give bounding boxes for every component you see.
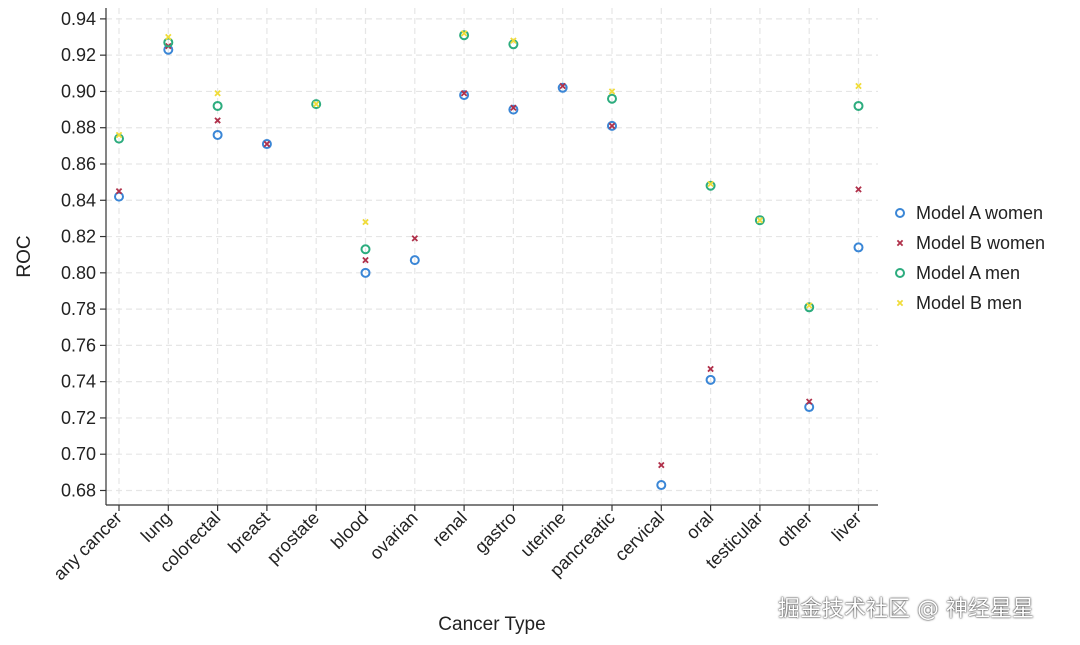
point-model-b-men	[707, 180, 714, 188]
y-tick-label: 0.82	[61, 227, 96, 247]
watermark: 掘金技术社区 @ 神经星星	[778, 597, 1034, 622]
legend-marker-model-b-men	[896, 299, 904, 307]
point-model-a-men	[705, 180, 716, 191]
y-tick-label: 0.84	[61, 190, 96, 210]
point-model-b-men	[165, 33, 172, 41]
legend: Model A women Model B women Model A men Mod…	[890, 198, 1080, 318]
point-model-a-men	[212, 100, 223, 111]
point-model-b-women	[263, 140, 271, 148]
point-model-a-women	[804, 402, 815, 413]
point-model-a-men	[459, 30, 470, 41]
x-tick-label-cervical: cervical	[611, 508, 668, 565]
x-tick-label-oral: oral	[682, 508, 717, 543]
x-axis-title: Cancer Type	[438, 614, 545, 635]
point-model-b-women	[608, 122, 616, 130]
point-model-a-women	[508, 104, 519, 115]
point-model-b-women	[855, 186, 862, 193]
point-model-b-men	[312, 100, 320, 108]
legend-item-model-b-women: Model B women	[890, 228, 1080, 258]
legend-item-model-b-men: Model B men	[890, 288, 1080, 318]
point-model-a-women	[261, 139, 272, 150]
y-tick-label: 0.92	[61, 45, 96, 65]
point-model-a-women	[853, 242, 864, 253]
point-model-a-women	[557, 82, 568, 93]
point-model-a-women	[459, 90, 470, 101]
point-model-b-men	[214, 90, 221, 97]
point-model-b-women	[214, 117, 221, 124]
legend-marker-model-a-women	[895, 208, 905, 218]
point-model-b-women	[559, 82, 566, 90]
point-model-b-men	[362, 218, 369, 226]
x-tick-label-liver: liver	[828, 508, 865, 545]
point-model-a-women	[409, 255, 420, 266]
point-model-b-men	[460, 30, 468, 37]
point-model-b-men	[805, 302, 813, 309]
legend-label: Model A women	[916, 202, 1044, 223]
y-tick-label: 0.80	[61, 263, 96, 283]
y-axis-title: ROC	[14, 235, 35, 277]
point-model-a-women	[360, 267, 371, 278]
point-model-a-men	[607, 93, 617, 104]
point-model-a-women	[212, 129, 223, 140]
legend-label: Model B women	[916, 232, 1046, 253]
y-tick-label: 0.76	[61, 335, 96, 355]
point-model-b-women	[115, 187, 123, 195]
y-tick-label: 0.70	[61, 444, 96, 464]
point-model-b-men	[855, 82, 862, 90]
point-model-b-women	[658, 461, 665, 469]
point-model-b-men	[115, 131, 123, 139]
point-model-b-women	[510, 104, 517, 111]
point-model-b-women	[362, 256, 369, 264]
legend-marker-model-a-men	[895, 268, 905, 278]
y-tick-label: 0.86	[61, 154, 96, 174]
point-model-a-women	[705, 374, 716, 385]
point-model-a-women	[114, 191, 124, 202]
point-model-a-women	[607, 120, 617, 131]
point-model-b-men	[608, 88, 616, 95]
x-tick-label-any-cancer: any cancer	[49, 508, 125, 584]
y-tick-label: 0.78	[61, 299, 96, 319]
y-tick-label: 0.88	[61, 118, 96, 138]
point-model-a-men	[163, 37, 174, 48]
point-model-a-women	[656, 480, 667, 491]
x-tick-label-prostate: prostate	[263, 508, 323, 568]
point-model-b-men	[510, 37, 517, 44]
x-tick-label-ovarian: ovarian	[366, 508, 422, 564]
legend-item-model-a-men: Model A men	[890, 258, 1080, 288]
x-tick-label-other: other	[773, 508, 816, 551]
point-model-b-women	[460, 90, 468, 97]
point-model-b-women	[707, 365, 714, 373]
point-model-a-men	[853, 100, 864, 111]
y-tick-label: 0.72	[61, 408, 96, 428]
x-tick-label-gastro: gastro	[471, 508, 521, 558]
y-tick-label: 0.94	[61, 9, 96, 29]
y-tick-label: 0.90	[61, 81, 96, 101]
point-model-b-women	[411, 235, 419, 242]
x-tick-label-renal: renal	[428, 508, 470, 550]
y-tick-label: 0.68	[61, 480, 96, 500]
x-tick-label-lung: lung	[137, 508, 175, 546]
point-model-a-men	[804, 302, 815, 313]
point-model-a-men	[754, 215, 765, 226]
y-tick-label: 0.74	[61, 372, 96, 392]
legend-label: Model B men	[916, 292, 1023, 313]
legend-item-model-a-women: Model A women	[890, 198, 1080, 228]
point-model-a-men	[311, 99, 322, 110]
point-model-b-men	[756, 216, 764, 224]
legend-marker-model-b-women	[896, 239, 904, 247]
legend-label: Model A men	[916, 262, 1021, 283]
point-model-a-men	[360, 244, 371, 255]
x-tick-label-blood: blood	[327, 508, 372, 553]
point-model-b-women	[805, 398, 813, 405]
